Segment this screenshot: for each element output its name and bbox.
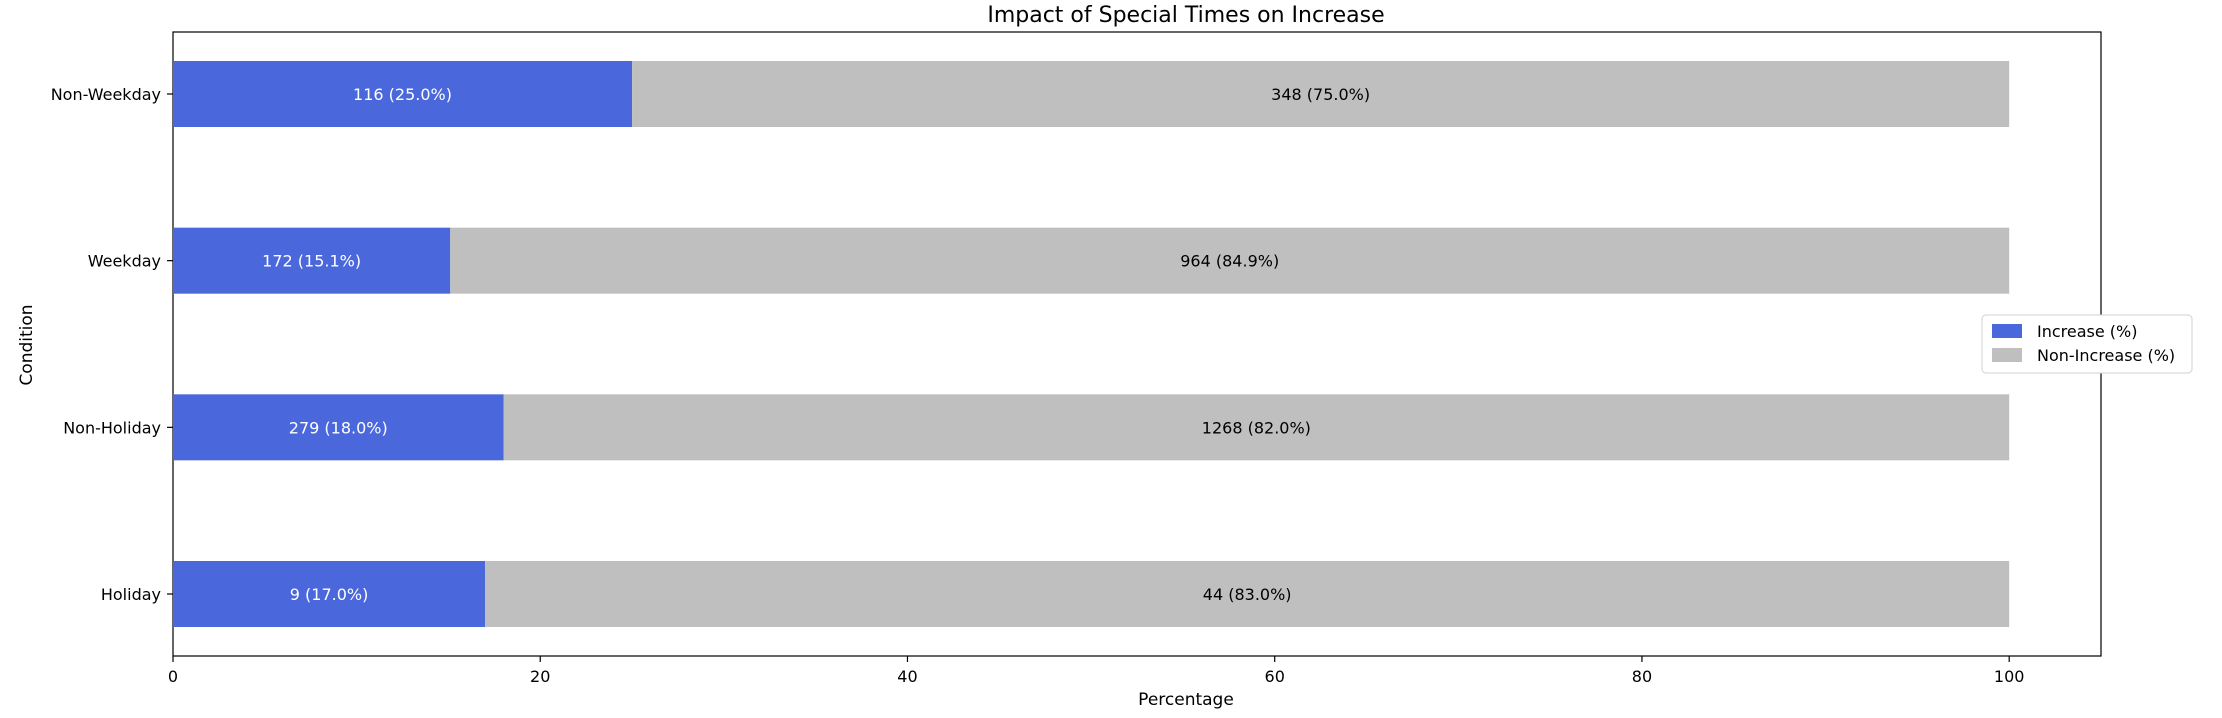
plot-area: 9 (17.0%) 44 (83.0%) 279 (18.0%) 1268 (82.0… [51,31,2102,686]
legend-label-non-increase: Non-Increase (%) [2037,346,2175,365]
bar-labels-group: 9 (17.0%) 44 (83.0%) 279 (18.0%) 1268 (82.0… [262,85,1370,604]
x-tick-label: 80 [1632,667,1652,686]
bar-label-holiday-non-increase: 44 (83.0%) [1203,585,1292,604]
chart-title: Impact of Special Times on Increase [987,3,1384,28]
x-tick-label: 60 [1265,667,1285,686]
bar-holiday-non-increase [485,561,2010,627]
bar-non-holiday-increase [173,394,504,461]
legend-swatch-increase [1992,324,2022,338]
bar-label-holiday-increase: 9 (17.0%) [290,585,369,604]
x-axis-label: Percentage [1138,690,1234,710]
bar-label-non-holiday-increase: 279 (18.0%) [289,418,388,437]
bar-non-holiday-non-increase [503,394,2010,461]
y-tick-label: Non-Holiday [63,418,161,437]
bar-weekday-non-increase [450,227,2010,294]
x-axis-ticks: 0 20 40 60 80 100 [168,656,2025,686]
legend: Increase (%) Non-Increase (%) [1981,314,2193,374]
bar-label-non-weekday-non-increase: 348 (75.0%) [1271,85,1370,104]
y-tick-label: Weekday [88,252,161,271]
bar-weekday-increase [173,227,451,294]
bar-label-weekday-non-increase: 964 (84.9%) [1180,252,1279,271]
bar-non-weekday-increase [173,61,633,127]
y-axis-ticks: Holiday Non-Holiday Weekday Non-Weekday [51,85,173,604]
bar-label-weekday-increase: 172 (15.1%) [262,252,361,271]
legend-frame [1981,314,2193,374]
legend-swatch-non-increase [1992,348,2022,362]
x-tick-label: 20 [530,667,550,686]
bar-non-weekday-non-increase [632,61,2010,127]
bar-holiday-increase [173,561,486,627]
x-tick-label: 0 [168,667,178,686]
bar-label-non-holiday-non-increase: 1268 (82.0%) [1202,418,1311,437]
y-axis-label: Condition [17,304,37,385]
y-tick-label: Non-Weekday [51,85,161,104]
y-tick-label: Holiday [101,585,161,604]
x-tick-label: 100 [1994,667,2025,686]
bar-label-non-weekday-increase: 116 (25.0%) [353,85,452,104]
legend-label-increase: Increase (%) [2037,322,2137,341]
x-tick-label: 40 [897,667,917,686]
bars-group [173,61,2010,627]
